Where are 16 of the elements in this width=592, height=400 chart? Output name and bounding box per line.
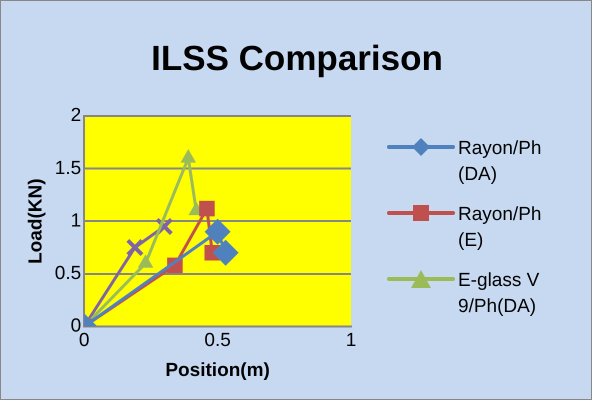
x-axis-title: Position(m) [165,360,270,381]
point [212,240,239,266]
x-tick-label: 1 [346,330,356,352]
chart-title: ILSS Comparison [150,39,444,79]
y-axis-title: Load(KN) [26,178,47,264]
point [126,238,144,257]
legend-label: Rayon/Ph(E) [458,203,542,253]
x-tick-label: 0.5 [204,330,231,352]
y-tick-label: 2 [70,105,82,126]
y-tick-label: 0.5 [54,263,82,284]
legend-label: Rayon/Ph(DA) [458,137,542,187]
y-tick-label: 1.5 [54,158,82,179]
point [199,200,215,216]
y-tick-label: 1 [70,210,82,232]
point [204,218,231,245]
legend-label: E-glass V9/Ph(DA) [458,269,540,319]
